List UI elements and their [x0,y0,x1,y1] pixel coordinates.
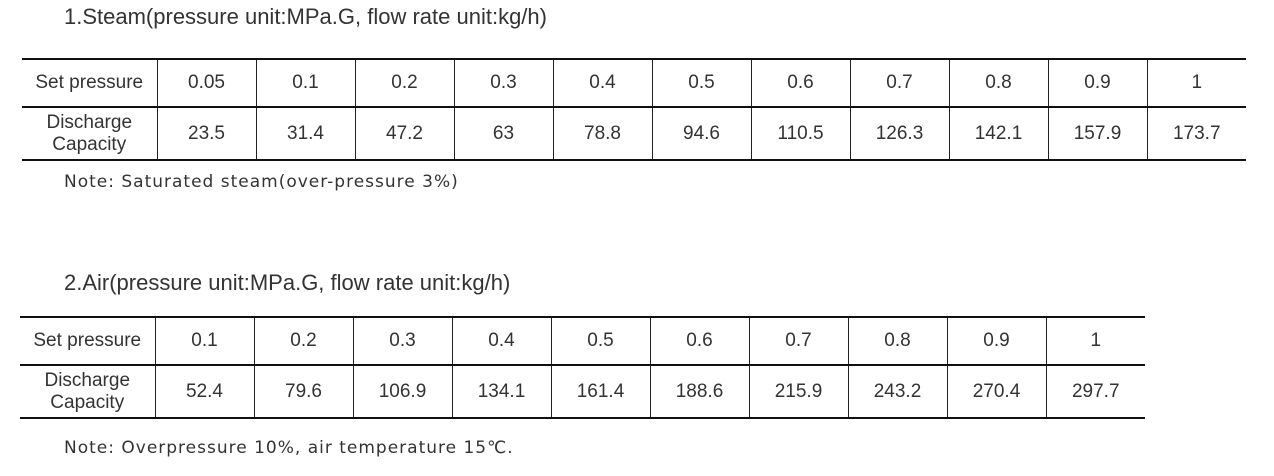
table-cell: 0.9 [1047,58,1148,108]
table-cell: 0.5 [651,58,752,108]
table-cell: 0.8 [948,58,1049,108]
table-cell: 31.4 [255,107,356,161]
table-cell: 0.3 [453,58,554,108]
table-cell: 94.6 [651,107,752,161]
table-cell: 0.4 [451,316,552,366]
table-cell: 0.5 [550,316,651,366]
table-cell: 106.9 [352,365,453,419]
table-cell: 142.1 [948,107,1049,161]
table-cell: 47.2 [354,107,455,161]
table-cell: 79.6 [253,365,354,419]
table-cell: 243.2 [847,365,948,419]
table-cell: 0.1 [255,58,356,108]
table-row: Discharge Capacity 23.5 31.4 47.2 63 78.8 94.6… [22,107,1246,161]
row-header: Discharge Capacity [20,365,156,419]
table-cell: 161.4 [550,365,651,419]
table-cell: 157.9 [1047,107,1148,161]
table-cell: 0.9 [946,316,1047,366]
table-row: Set pressure 0.1 0.2 0.3 0.4 0.5 0.6 0.7 0.8 0.9 1 [20,316,1145,366]
table-cell: 173.7 [1146,107,1246,161]
section-title: 2.Air(pressure unit:MPa.G, flow rate uni… [64,270,511,295]
table-cell: 52.4 [154,365,255,419]
table-cell: 0.2 [354,58,455,108]
table-cell: 134.1 [451,365,552,419]
table-cell: 215.9 [748,365,849,419]
section-title: 1.Steam(pressure unit:MPa.G, flow rate u… [64,4,547,29]
table-cell: 0.1 [154,316,255,366]
table-cell: 0.3 [352,316,453,366]
table-cell: 297.7 [1045,365,1145,419]
table-cell: 126.3 [849,107,950,161]
table-cell: 0.6 [750,58,851,108]
row-header: Set pressure [22,58,158,108]
table-row: Discharge Capacity 52.4 79.6 106.9 134.1 161.… [20,365,1145,419]
table-cell: 0.2 [253,316,354,366]
table-cell: 110.5 [750,107,851,161]
table-cell: 270.4 [946,365,1047,419]
data-table: Set pressure 0.1 0.2 0.3 0.4 0.5 0.6 0.7 0.8 0.9 1… [20,316,1145,419]
table-row: Set pressure 0.05 0.1 0.2 0.3 0.4 0.5 0.6 0.7 0.8… [22,58,1246,108]
table-cell: 23.5 [156,107,257,161]
note: Note: Saturated steam(over-pressure 3%) [64,172,459,192]
note: Note: Overpressure 10%, air temperature … [64,438,514,458]
table-cell: 0.4 [552,58,653,108]
table-cell: 0.05 [156,58,257,108]
data-table: Set pressure 0.05 0.1 0.2 0.3 0.4 0.5 0.6 0.7 0.8… [22,58,1246,161]
table-cell: 188.6 [649,365,750,419]
table-cell: 1 [1045,316,1145,366]
table-cell: 1 [1146,58,1246,108]
table-cell: 0.7 [748,316,849,366]
table-cell: 0.7 [849,58,950,108]
row-header: Discharge Capacity [22,107,158,161]
table-cell: 78.8 [552,107,653,161]
row-header: Set pressure [20,316,156,366]
table-cell: 63 [453,107,554,161]
table-cell: 0.8 [847,316,948,366]
table-cell: 0.6 [649,316,750,366]
